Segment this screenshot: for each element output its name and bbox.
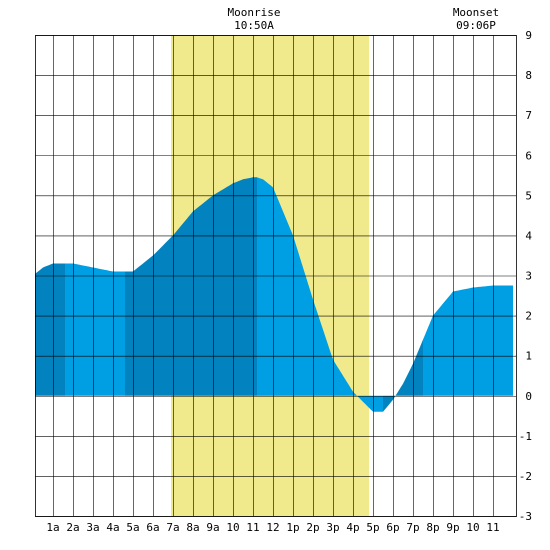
x-tick-label: 6a <box>146 521 159 534</box>
y-tick-label: -1 <box>519 430 532 443</box>
x-tick-label: 5p <box>366 521 379 534</box>
x-tick-label: 11 <box>246 521 259 534</box>
tide-band-1 <box>35 263 65 396</box>
x-tick-label: 8p <box>426 521 439 534</box>
y-tick-label: 2 <box>525 310 532 323</box>
x-tick-label: 8a <box>186 521 199 534</box>
x-tick-label: 12 <box>266 521 279 534</box>
x-axis-ticks: 1a 2a 3a 4a 5a 6a 7a 8a 9a 10 11 12 1p 2p 3p 4p 5p 6p 7p 8p… <box>46 521 499 534</box>
x-tick-label: 9p <box>446 521 459 534</box>
y-tick-label: 7 <box>525 109 532 122</box>
x-tick-label: 5a <box>126 521 139 534</box>
x-tick-label: 10 <box>226 521 239 534</box>
tide-band-6 <box>423 285 513 396</box>
x-tick-label: 1a <box>46 521 59 534</box>
y-tick-label: 4 <box>525 229 532 242</box>
tide-band-3 <box>125 177 257 396</box>
x-tick-label: 11 <box>486 521 499 534</box>
x-tick-label: 4p <box>346 521 359 534</box>
plot-frame <box>35 35 517 517</box>
y-tick-label: -2 <box>519 470 532 483</box>
x-tick-label: 9a <box>206 521 219 534</box>
moon-event-label: Moonrise <box>228 6 281 19</box>
y-tick-label: -3 <box>519 510 532 523</box>
tide-band-5 <box>383 339 423 412</box>
moon-event-label: Moonset <box>453 6 499 19</box>
y-tick-label: 6 <box>525 149 532 162</box>
x-tick-label: 1p <box>286 521 299 534</box>
y-axis-ticks: -3 -2 -1 0 1 2 3 4 5 6 7 8 9 <box>519 29 533 523</box>
grid <box>35 35 517 517</box>
y-tick-label: 8 <box>525 69 532 82</box>
moon-event-time: 10:50A <box>234 19 274 32</box>
x-tick-label: 7a <box>166 521 179 534</box>
x-tick-label: 4a <box>106 521 119 534</box>
x-tick-label: 10 <box>466 521 479 534</box>
y-tick-label: 0 <box>525 390 532 403</box>
tide-band-2 <box>65 263 125 396</box>
x-tick-label: 6p <box>386 521 399 534</box>
y-tick-label: 1 <box>525 350 532 363</box>
x-tick-label: 2a <box>66 521 79 534</box>
x-tick-label: 3p <box>326 521 339 534</box>
x-tick-label: 2p <box>306 521 319 534</box>
x-tick-label: 7p <box>406 521 419 534</box>
y-tick-label: 9 <box>525 29 532 42</box>
x-tick-label: 3a <box>86 521 99 534</box>
y-tick-label: 5 <box>525 189 532 202</box>
moon-event-time: 09:06P <box>456 19 496 32</box>
y-tick-label: 3 <box>525 270 532 283</box>
